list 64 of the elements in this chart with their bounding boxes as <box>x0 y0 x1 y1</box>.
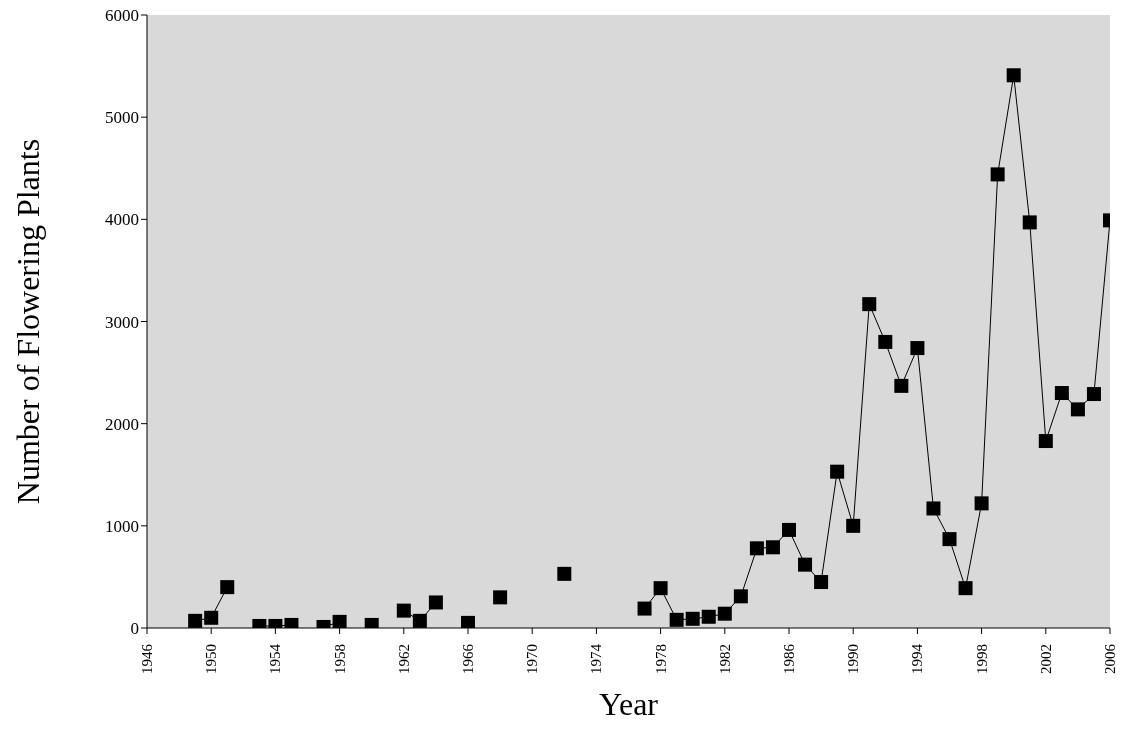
y-tick-label: 2000 <box>105 414 139 434</box>
point <box>990 167 1005 182</box>
x-tick-label: 2006 <box>1102 643 1118 674</box>
x-tick-label: 1982 <box>716 644 733 674</box>
x-tick-label: 1986 <box>781 643 797 674</box>
x-axis-title: Year <box>599 686 659 722</box>
x-tick-label: 1990 <box>845 644 862 674</box>
point <box>782 522 796 537</box>
point <box>862 297 877 312</box>
y-axis-title: Number of Flowering Plants <box>10 138 47 505</box>
point <box>461 615 475 628</box>
point <box>1038 434 1053 449</box>
x-tick-label: 1966 <box>460 643 476 674</box>
point <box>396 603 411 618</box>
point <box>749 541 764 556</box>
y-tick-label: 6000 <box>105 6 139 26</box>
point <box>428 595 443 610</box>
point <box>1022 215 1037 230</box>
point <box>685 611 700 626</box>
point <box>557 566 572 581</box>
point <box>204 610 219 625</box>
x-tick-label: 1954 <box>267 643 284 674</box>
point <box>958 581 973 596</box>
point <box>910 341 925 356</box>
point <box>974 496 989 511</box>
x-tick-label: 1994 <box>909 643 926 674</box>
x-tick-label: 1978 <box>652 644 669 674</box>
point <box>493 590 508 605</box>
point <box>701 609 716 624</box>
point <box>1006 68 1021 83</box>
y-tick-label: 3000 <box>105 312 139 332</box>
point <box>1086 387 1101 402</box>
x-tick-label: 1974 <box>588 643 605 674</box>
point <box>1070 402 1085 417</box>
point <box>814 575 829 590</box>
point <box>765 540 780 555</box>
x-tick-label: 1998 <box>973 644 990 674</box>
y-tick-label: 4000 <box>105 210 139 230</box>
point <box>717 606 732 621</box>
point <box>942 532 957 547</box>
point <box>830 464 845 479</box>
x-tick-label: 1950 <box>203 644 220 674</box>
point <box>669 612 684 627</box>
point <box>926 501 941 516</box>
x-tick-label: 1970 <box>524 644 541 674</box>
point <box>1054 386 1069 401</box>
y-tick-label: 1000 <box>105 516 139 536</box>
x-tick-label: 2002 <box>1037 644 1054 674</box>
point <box>894 378 909 393</box>
point <box>798 557 813 572</box>
point <box>412 613 427 628</box>
x-tick-label: 1962 <box>395 644 412 674</box>
y-tick-label: 5000 <box>105 108 139 128</box>
x-tick-label: 1946 <box>139 643 155 674</box>
point <box>332 614 347 628</box>
point <box>637 601 652 616</box>
point <box>878 334 893 349</box>
y-tick-label: 0 <box>130 619 139 639</box>
x-tick-label: 1958 <box>331 644 348 674</box>
point <box>846 518 861 533</box>
point <box>653 581 668 596</box>
point <box>733 589 748 604</box>
point <box>188 613 203 628</box>
point <box>220 580 235 595</box>
